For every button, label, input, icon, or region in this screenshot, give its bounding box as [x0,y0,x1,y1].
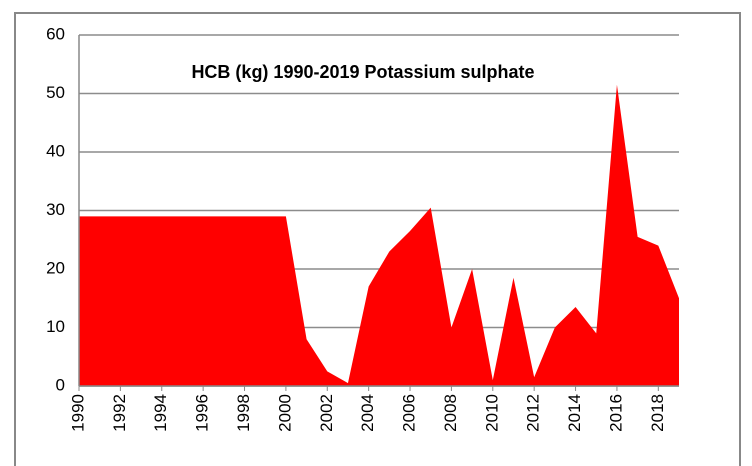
chart-frame [14,12,741,466]
y-tick-label: 0 [56,375,65,394]
x-tick-label: 1992 [110,394,129,432]
x-tick-label: 1996 [193,394,212,432]
y-tick-label: 60 [46,24,65,43]
plot [79,84,679,386]
x-tick-label: 2000 [275,394,294,432]
y-tick-label: 10 [46,317,65,336]
x-tick-label: 2010 [482,394,501,432]
y-tick-label: 50 [46,83,65,102]
x-tick-label: 2012 [524,394,543,432]
x-tick-label: 2016 [606,394,625,432]
x-tick-label: 1990 [68,394,87,432]
area [79,84,679,386]
x-tick-label: 2006 [400,394,419,432]
x-tick-label: 2004 [358,394,377,432]
y-tick-label: 40 [46,141,65,160]
x-tick-label: 2008 [441,394,460,432]
y-tick-label: 30 [46,200,65,219]
x-tick-label: 1998 [234,394,253,432]
y-tick-label: 20 [46,258,65,277]
x-tick-label: 2014 [565,394,584,432]
x-tick-label: 2018 [648,394,667,432]
x-tick-label: 1994 [151,394,170,432]
x-tick-label: 2002 [317,394,336,432]
chart-title: HCB (kg) 1990-2019 Potassium sulphate [191,62,534,82]
